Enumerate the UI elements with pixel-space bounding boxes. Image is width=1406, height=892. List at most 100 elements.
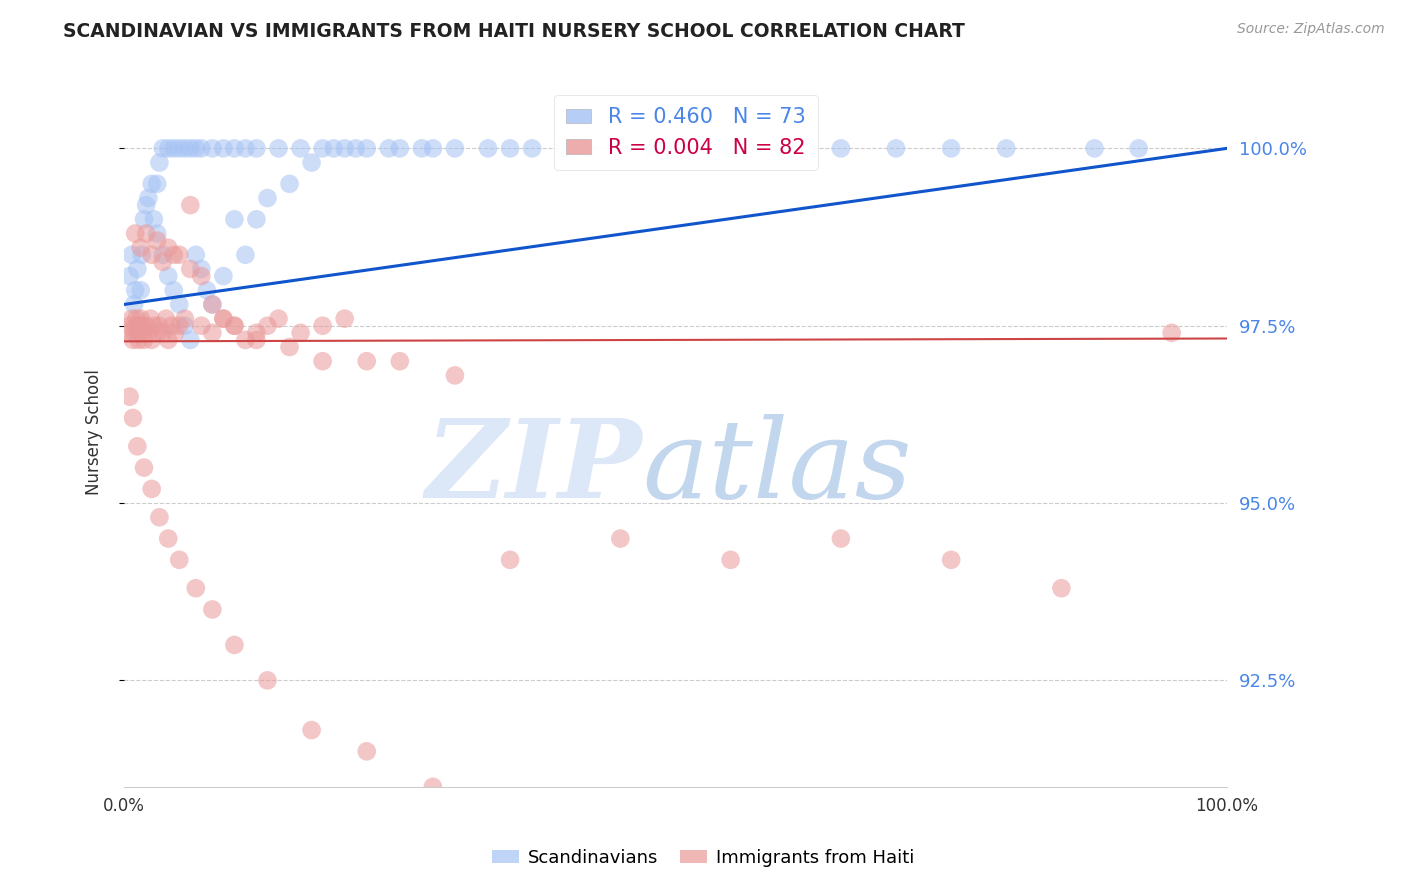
Point (132, 460, 155, 475)
Point (664, 141, 686, 155)
Point (169, 297, 191, 311)
Point (117, 326, 139, 340)
Point (173, 141, 195, 155)
Point (127, 318, 149, 333)
Y-axis label: Nursery School: Nursery School (86, 369, 103, 495)
Legend: R = 0.460   N = 73, R = 0.004   N = 82: R = 0.460 N = 73, R = 0.004 N = 82 (554, 95, 818, 170)
Point (245, 212, 267, 227)
Point (152, 141, 174, 155)
Point (155, 311, 177, 326)
Point (201, 326, 224, 340)
Point (388, 354, 411, 368)
Point (830, 532, 852, 546)
Point (333, 141, 356, 155)
Point (127, 439, 149, 453)
Point (212, 311, 235, 326)
Point (129, 283, 152, 297)
Point (138, 191, 160, 205)
Point (179, 262, 201, 277)
Point (201, 141, 224, 155)
Point (267, 311, 290, 326)
Point (333, 311, 356, 326)
Point (311, 318, 333, 333)
Point (388, 141, 411, 155)
Point (142, 212, 165, 227)
Point (163, 141, 186, 155)
Point (235, 141, 257, 155)
Point (444, 368, 467, 383)
Point (152, 248, 174, 262)
Point (290, 326, 312, 340)
Point (148, 318, 170, 333)
Point (554, 141, 576, 155)
Point (124, 318, 146, 333)
Point (941, 141, 963, 155)
Point (245, 141, 267, 155)
Point (148, 510, 170, 524)
Point (520, 141, 543, 155)
Text: Source: ZipAtlas.com: Source: ZipAtlas.com (1237, 22, 1385, 37)
Point (124, 227, 146, 241)
Point (190, 318, 212, 333)
Point (224, 141, 246, 155)
Point (132, 333, 155, 347)
Point (278, 340, 301, 354)
Point (201, 602, 224, 616)
Point (169, 553, 191, 567)
Point (1050, 581, 1073, 595)
Point (141, 333, 163, 347)
Point (184, 141, 207, 155)
Point (301, 723, 323, 737)
Point (121, 311, 143, 326)
Point (179, 198, 201, 212)
Point (356, 744, 378, 758)
Point (224, 318, 246, 333)
Point (141, 482, 163, 496)
Point (195, 283, 218, 297)
Point (118, 268, 141, 283)
Point (163, 283, 186, 297)
Point (146, 326, 169, 340)
Point (311, 141, 333, 155)
Point (499, 141, 522, 155)
Point (118, 390, 141, 404)
Point (157, 141, 180, 155)
Point (173, 318, 195, 333)
Point (118, 318, 141, 333)
Point (131, 248, 153, 262)
Point (179, 333, 201, 347)
Point (212, 311, 235, 326)
Point (157, 268, 180, 283)
Point (129, 241, 152, 255)
Point (884, 141, 907, 155)
Point (235, 333, 257, 347)
Legend: Scandinavians, Immigrants from Haiti: Scandinavians, Immigrants from Haiti (485, 842, 921, 874)
Point (643, 141, 665, 155)
Point (148, 155, 170, 169)
Point (301, 155, 323, 169)
Point (411, 141, 433, 155)
Point (224, 318, 246, 333)
Point (830, 141, 852, 155)
Point (278, 177, 301, 191)
Point (152, 326, 174, 340)
Point (444, 141, 467, 155)
Point (245, 326, 267, 340)
Point (135, 198, 157, 212)
Point (1083, 141, 1105, 155)
Point (720, 553, 742, 567)
Point (139, 311, 162, 326)
Point (157, 532, 180, 546)
Point (1160, 326, 1182, 340)
Point (141, 177, 163, 191)
Point (157, 333, 180, 347)
Point (152, 255, 174, 269)
Point (224, 212, 246, 227)
Point (141, 248, 163, 262)
Point (609, 532, 631, 546)
Text: atlas: atlas (643, 414, 912, 521)
Text: SCANDINAVIAN VS IMMIGRANTS FROM HAITI NURSERY SCHOOL CORRELATION CHART: SCANDINAVIAN VS IMMIGRANTS FROM HAITI NU… (63, 22, 965, 41)
Point (941, 553, 963, 567)
Point (190, 262, 212, 277)
Point (131, 326, 153, 340)
